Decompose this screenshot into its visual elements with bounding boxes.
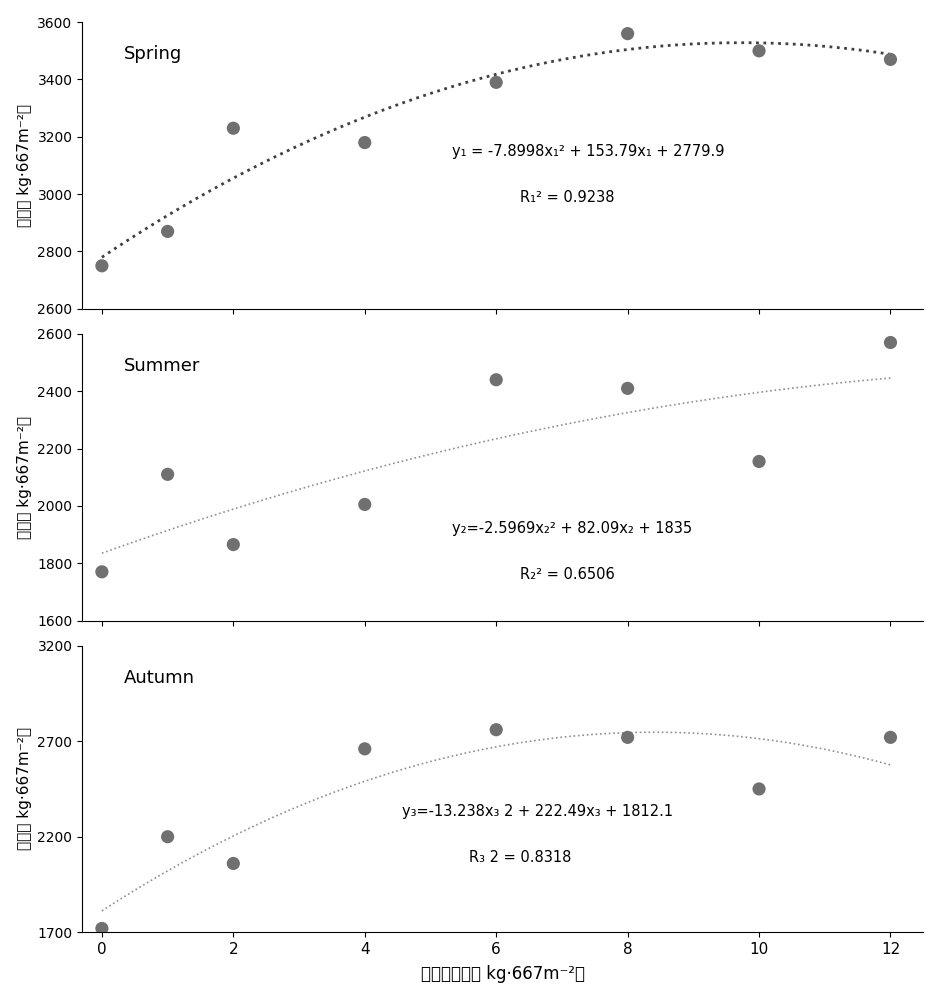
Point xyxy=(160,223,175,239)
X-axis label: 氮肌施用量（ kg·667m⁻²）: 氮肌施用量（ kg·667m⁻²） xyxy=(421,965,585,983)
Point xyxy=(160,466,175,482)
Point xyxy=(751,453,766,469)
Text: y₂=-2.5969x₂² + 82.09x₂ + 1835: y₂=-2.5969x₂² + 82.09x₂ + 1835 xyxy=(452,521,693,536)
Point xyxy=(226,855,241,871)
Text: y₁ = -7.8998x₁² + 153.79x₁ + 2779.9: y₁ = -7.8998x₁² + 153.79x₁ + 2779.9 xyxy=(452,144,725,159)
Point xyxy=(751,781,766,797)
Point xyxy=(489,722,504,738)
Text: R₂² = 0.6506: R₂² = 0.6506 xyxy=(520,567,615,582)
Y-axis label: 产量（ kg·667m⁻²）: 产量（ kg·667m⁻²） xyxy=(17,727,32,850)
Text: Autumn: Autumn xyxy=(124,669,196,687)
Point xyxy=(620,729,635,745)
Text: Summer: Summer xyxy=(124,357,200,375)
Point xyxy=(883,335,898,351)
Point xyxy=(751,43,766,59)
Point xyxy=(226,120,241,136)
Point xyxy=(357,135,372,151)
Point xyxy=(226,537,241,553)
Point xyxy=(883,729,898,745)
Point xyxy=(160,829,175,845)
Point xyxy=(357,496,372,512)
Point xyxy=(94,920,109,936)
Text: R₁² = 0.9238: R₁² = 0.9238 xyxy=(520,190,614,205)
Text: y₃=-13.238x₃ 2 + 222.49x₃ + 1812.1: y₃=-13.238x₃ 2 + 222.49x₃ + 1812.1 xyxy=(401,804,673,819)
Point xyxy=(489,74,504,90)
Y-axis label: 产量（ kg·667m⁻²）: 产量（ kg·667m⁻²） xyxy=(17,104,32,227)
Y-axis label: 产量（ kg·667m⁻²）: 产量（ kg·667m⁻²） xyxy=(17,416,32,539)
Point xyxy=(94,564,109,580)
Point xyxy=(620,26,635,42)
Point xyxy=(883,51,898,67)
Point xyxy=(620,380,635,396)
Point xyxy=(94,258,109,274)
Text: R₃ 2 = 0.8318: R₃ 2 = 0.8318 xyxy=(469,850,572,865)
Text: Spring: Spring xyxy=(124,45,182,63)
Point xyxy=(357,741,372,757)
Point xyxy=(489,372,504,388)
